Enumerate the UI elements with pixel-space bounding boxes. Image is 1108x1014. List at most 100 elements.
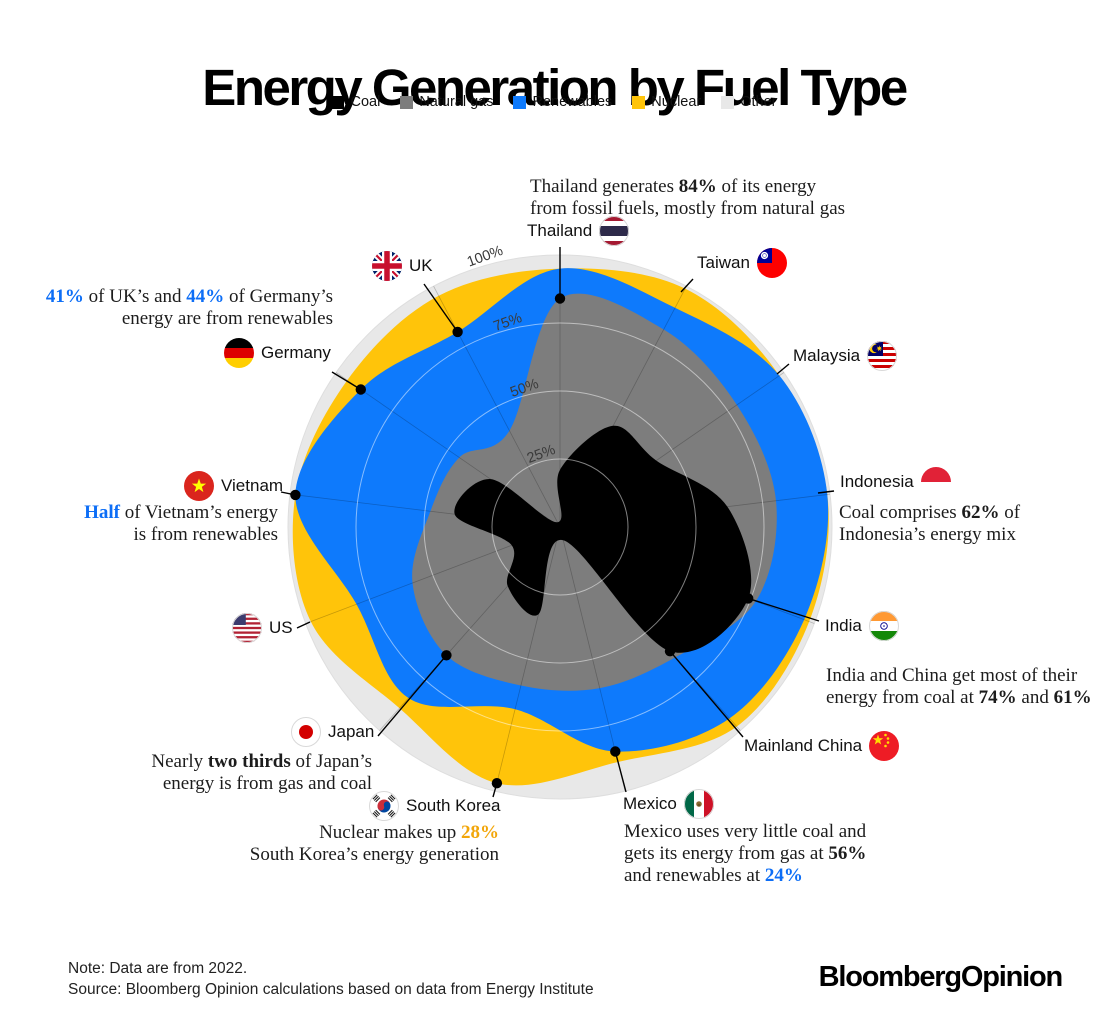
legend-label: Coal — [350, 94, 381, 110]
indonesia-flag — [920, 467, 951, 497]
annotation-line: Indonesia’s energy mix — [839, 524, 1016, 545]
india-flag — [868, 611, 899, 641]
callout-dot-uk — [452, 326, 463, 338]
japan-flag — [291, 717, 321, 747]
mexico-flag — [683, 789, 714, 819]
country-name: Taiwan — [697, 253, 750, 272]
callout-dot-south-korea — [491, 778, 503, 789]
vietnam-flag — [184, 471, 214, 501]
source-line: Source: Bloomberg Opinion calculations b… — [68, 981, 594, 998]
annotation-line: and renewables at 24% — [624, 865, 803, 886]
callouts — [280, 247, 835, 798]
legend-swatch-coal — [331, 95, 345, 109]
callout-dot-vietnam — [290, 489, 301, 501]
callout-dot-mainland-china — [664, 646, 676, 657]
annotation-line: gets its energy from gas at 56% — [624, 843, 867, 864]
country-name: Japan — [328, 722, 375, 741]
callout-dot-germany — [355, 384, 366, 395]
china-flag — [869, 731, 900, 761]
callout-line-germany — [331, 371, 362, 391]
malaysia-flag — [867, 341, 898, 371]
south-korea-flag — [369, 791, 399, 821]
annotation-line: Coal comprises 62% of — [839, 502, 1021, 523]
annotation-line: from fossil fuels, mostly from natural g… — [530, 198, 846, 219]
edge-tick-indonesia — [817, 490, 835, 494]
country-label-japan: Japan — [291, 716, 374, 748]
callout-dot-thailand — [554, 293, 566, 304]
callout-line-mainland-china — [669, 650, 744, 738]
edge-tick-malaysia — [776, 363, 790, 375]
malaysia-flag — [867, 341, 898, 371]
annotation-korea-note: Nuclear makes up 28% South Korea’s energy… — [250, 822, 499, 866]
thailand-flag — [599, 216, 630, 246]
legend-item-other: Other — [721, 94, 777, 110]
indonesia-flag — [920, 467, 951, 497]
legend-label: Nuclear — [651, 94, 702, 110]
legend-item-nuclear: Nuclear — [632, 94, 701, 110]
legend-label: Renewables — [532, 94, 613, 110]
country-label-thailand: Thailand — [527, 215, 630, 247]
taiwan-flag — [756, 248, 787, 278]
country-name: UK — [409, 256, 433, 275]
callout-line-uk — [423, 283, 459, 333]
china-flag — [869, 731, 900, 761]
legend-swatch-natural-gas — [400, 95, 414, 109]
legend: Coal Natural gas Renewables Nuclear Other — [0, 94, 1108, 110]
legend-swatch-other — [721, 95, 735, 109]
annotation-line: energy from coal at 74% and 61% — [826, 687, 1092, 708]
callout-line-mexico — [614, 751, 627, 793]
us-flag — [232, 613, 262, 643]
thailand-flag — [599, 216, 630, 246]
legend-item-coal: Coal — [331, 94, 380, 110]
annotation-line: Nearly two thirds of Japan’s — [151, 751, 372, 772]
callout-dot-japan — [441, 650, 452, 661]
country-label-taiwan: Taiwan — [697, 247, 787, 279]
annotation-uk-germany-note: 41% of UK’s and 44% of Germany’s energy a… — [46, 286, 333, 330]
taiwan-flag — [756, 248, 787, 278]
country-label-germany: Germany — [224, 337, 331, 369]
edge-tick-us — [296, 621, 311, 629]
country-name: Vietnam — [221, 476, 284, 495]
country-label-uk: UK — [372, 250, 433, 282]
india-flag — [868, 611, 899, 641]
annotation-line: is from renewables — [133, 524, 278, 545]
edge-tick-taiwan — [680, 278, 694, 293]
annotation-thailand-note: Thailand generates 84% of its energy from… — [530, 176, 845, 220]
uk-flag — [372, 251, 402, 281]
country-label-mexico: Mexico — [623, 788, 714, 820]
us-flag — [232, 613, 262, 643]
country-name: India — [825, 616, 862, 635]
country-name: Germany — [261, 343, 331, 362]
callout-dot-india — [743, 593, 754, 604]
country-name: Indonesia — [840, 472, 914, 491]
legend-swatch-nuclear — [632, 95, 646, 109]
legend-item-natural-gas: Natural gas — [400, 94, 493, 110]
annotation-line: 41% of UK’s and 44% of Germany’s — [45, 286, 333, 307]
country-name: Mainland China — [744, 736, 863, 755]
germany-flag — [224, 338, 254, 368]
country-name: South Korea — [406, 796, 501, 815]
country-label-mainland-china: Mainland China — [744, 730, 900, 762]
annotation-line: energy is from gas and coal — [162, 773, 372, 794]
callout-dot-mexico — [610, 746, 621, 757]
south-korea-flag — [369, 791, 399, 821]
country-label-malaysia: Malaysia — [793, 340, 898, 372]
country-label-vietnam: Vietnam — [184, 470, 283, 502]
bloomberg-opinion-logo: BloombergOpinion — [818, 961, 1064, 993]
mexico-flag — [683, 789, 714, 819]
country-label-india: India — [825, 610, 899, 642]
callout-line-japan — [377, 654, 447, 737]
annotation-indonesia-note: Coal comprises 62% of Indonesia’s energy … — [839, 502, 1020, 546]
annotation-line: Thailand generates 84% of its energy — [530, 176, 817, 197]
annotation-line: South Korea’s energy generation — [249, 844, 499, 865]
country-name: Malaysia — [793, 346, 861, 365]
country-label-south-korea: South Korea — [369, 790, 501, 822]
country-label-indonesia: Indonesia — [840, 466, 951, 498]
legend-label: Other — [740, 94, 777, 110]
country-label-us: US — [232, 612, 293, 644]
country-name: Thailand — [527, 221, 593, 240]
japan-flag — [291, 717, 321, 747]
vietnam-flag — [184, 471, 214, 501]
